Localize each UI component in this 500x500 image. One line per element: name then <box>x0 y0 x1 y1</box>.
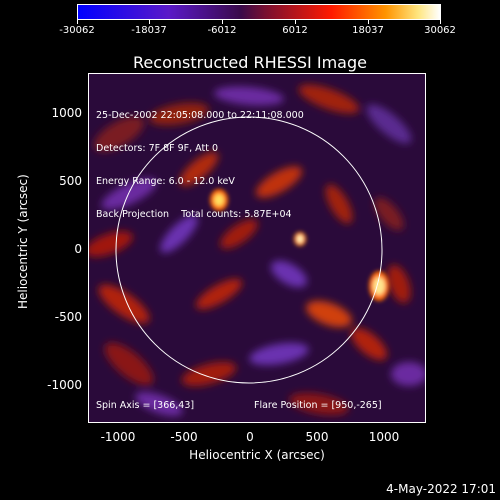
solar-limb-circle <box>115 116 383 384</box>
method-and-counts: Back Projection Total counts: 5.87E+04 <box>96 209 304 220</box>
image-title: Reconstructed RHESSI Image <box>133 53 367 72</box>
colorbar-tick-label: 30062 <box>424 25 456 36</box>
total-counts: Total counts: 5.87E+04 <box>181 209 292 220</box>
colorbar-tick-label: -30062 <box>59 25 95 36</box>
x-tick-label: -500 <box>170 430 198 444</box>
time-range: 25-Dec-2002 22:05:08.000 to 22:11:08.000 <box>96 110 304 121</box>
colorbar-tick-label: 6012 <box>282 25 308 36</box>
colorbar-tick-label: 18037 <box>352 25 384 36</box>
detectors: Detectors: 7F 8F 9F, Att 0 <box>96 143 219 154</box>
y-tick-label: -1000 <box>47 378 82 392</box>
y-tick-label: 0 <box>74 242 82 256</box>
flare-position: Flare Position = [950,-265] <box>254 400 382 411</box>
solar-image-plot: 25-Dec-2002 22:05:08.000 to 22:11:08.000… <box>88 73 426 423</box>
x-axis-title: Heliocentric X (arcsec) <box>189 448 325 462</box>
colorbar <box>77 4 441 20</box>
y-axis-title: Heliocentric Y (arcsec) <box>16 174 30 309</box>
x-tick-label: -1000 <box>100 430 136 444</box>
x-tick-label: 1000 <box>368 430 400 444</box>
y-tick-label: 1000 <box>51 106 82 120</box>
y-tick-label: -500 <box>54 310 82 324</box>
colorbar-tick-label: -6012 <box>207 25 237 36</box>
x-tick-label: 500 <box>305 430 329 444</box>
colorbar-ticks: -30062 -18037 -6012 6012 18037 30062 <box>59 0 456 40</box>
energy-range: Energy Range: 6.0 - 12.0 keV <box>96 176 235 187</box>
observation-info: 25-Dec-2002 22:05:08.000 to 22:11:08.000… <box>96 88 304 242</box>
method: Back Projection <box>96 209 170 220</box>
timestamp: 4-May-2022 17:01 <box>386 482 496 496</box>
reconstructed-image <box>89 74 425 422</box>
x-tick-label: 0 <box>246 430 254 444</box>
spin-axis: Spin Axis = [366,43] <box>96 400 195 411</box>
colorbar-tick-label: -18037 <box>131 25 167 36</box>
y-tick-label: 500 <box>59 174 82 188</box>
